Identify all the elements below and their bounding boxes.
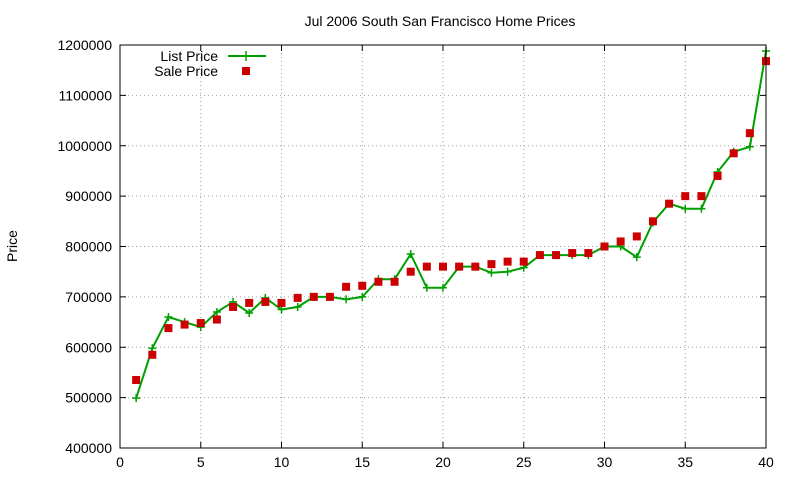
y-axis-label: Price [4, 230, 20, 262]
legend-marker-list-price [241, 51, 251, 61]
sale-price-point [164, 324, 173, 333]
y-tick-label: 400000 [65, 440, 112, 456]
x-tick-label: 25 [516, 454, 532, 470]
sale-price-point [390, 277, 399, 286]
x-tick-label: 30 [597, 454, 613, 470]
sale-price-point [745, 129, 754, 138]
list-price-point [745, 142, 754, 151]
sale-price-point [519, 257, 528, 266]
sale-price-point [665, 199, 674, 208]
sale-price-point [697, 192, 706, 201]
list-price-point [164, 313, 173, 322]
list-price-point [406, 250, 415, 259]
sale-price-point [148, 350, 157, 359]
sale-price-point [325, 292, 334, 301]
sale-price-point [132, 375, 141, 384]
sale-price-point [616, 237, 625, 246]
x-tick-label: 15 [354, 454, 370, 470]
legend-marker-sale-price [242, 67, 250, 75]
y-tick-label: 600000 [65, 339, 112, 355]
y-tick-label: 900000 [65, 188, 112, 204]
sale-price-point [245, 298, 254, 307]
sale-price-point [439, 262, 447, 271]
list-price-point [342, 295, 351, 304]
sale-price-point [552, 251, 561, 260]
x-tick-label: 10 [274, 454, 290, 470]
legend-label-list-price: List Price [160, 48, 218, 64]
sale-price-point [212, 315, 221, 324]
list-price-point [293, 302, 302, 311]
list-price-point [245, 308, 254, 317]
series-line-list-price [135, 50, 767, 399]
list-price-point [503, 267, 512, 276]
sale-price-point [729, 149, 738, 158]
x-tick-label: 20 [435, 454, 451, 470]
legend: List Price Sale Price [154, 48, 266, 79]
sale-price-point [584, 249, 593, 258]
axis-ticks: 0 5 10 15 20 25 30 35 40 400000 500000 600000 700000… [57, 37, 774, 470]
sale-price-point [277, 298, 286, 307]
sale-price-point [406, 267, 415, 276]
grid [120, 45, 766, 448]
y-tick-label: 1100000 [59, 87, 113, 103]
list-price-point [132, 394, 141, 403]
sale-price-point [374, 277, 383, 286]
sale-price-point [535, 251, 544, 260]
sale-price-point [309, 292, 318, 301]
sale-price-point [358, 281, 367, 290]
sale-price-point [180, 320, 189, 329]
sale-price-point [196, 319, 205, 328]
sale-price-point [261, 297, 270, 306]
sale-price-point [487, 260, 496, 269]
list-price-point [358, 292, 367, 301]
y-tick-label: 1000000 [57, 138, 112, 154]
list-price-point [439, 283, 447, 292]
list-price-point [487, 268, 496, 277]
sale-price-point [713, 171, 722, 180]
series [132, 47, 770, 403]
sale-price-point [229, 302, 238, 311]
list-price-point [632, 253, 641, 262]
chart-title: Jul 2006 South San Francisco Home Prices [305, 13, 576, 29]
sale-price-point [455, 262, 464, 271]
sale-price-point [503, 257, 512, 266]
plot-frame [119, 44, 767, 449]
y-tick-label: 500000 [65, 390, 112, 406]
sale-price-point [342, 282, 351, 291]
list-price-point [681, 204, 690, 213]
sale-price-point [648, 217, 657, 226]
sale-price-point [681, 192, 690, 201]
sale-price-point [568, 249, 577, 258]
sale-price-point [632, 232, 641, 241]
legend-label-sale-price: Sale Price [154, 63, 218, 79]
list-price-point [697, 204, 706, 213]
list-price-point [422, 283, 431, 292]
sale-price-point [293, 293, 302, 302]
x-tick-label: 0 [116, 454, 124, 470]
x-tick-label: 40 [758, 454, 774, 470]
x-tick-label: 5 [197, 454, 205, 470]
x-tick-label: 35 [677, 454, 693, 470]
y-tick-label: 1200000 [57, 37, 112, 53]
y-tick-label: 700000 [65, 289, 112, 305]
sale-price-point [422, 262, 431, 271]
sale-price-point [600, 242, 609, 251]
y-tick-label: 800000 [65, 239, 112, 255]
sale-price-point [471, 262, 480, 271]
list-price-point [212, 307, 221, 316]
